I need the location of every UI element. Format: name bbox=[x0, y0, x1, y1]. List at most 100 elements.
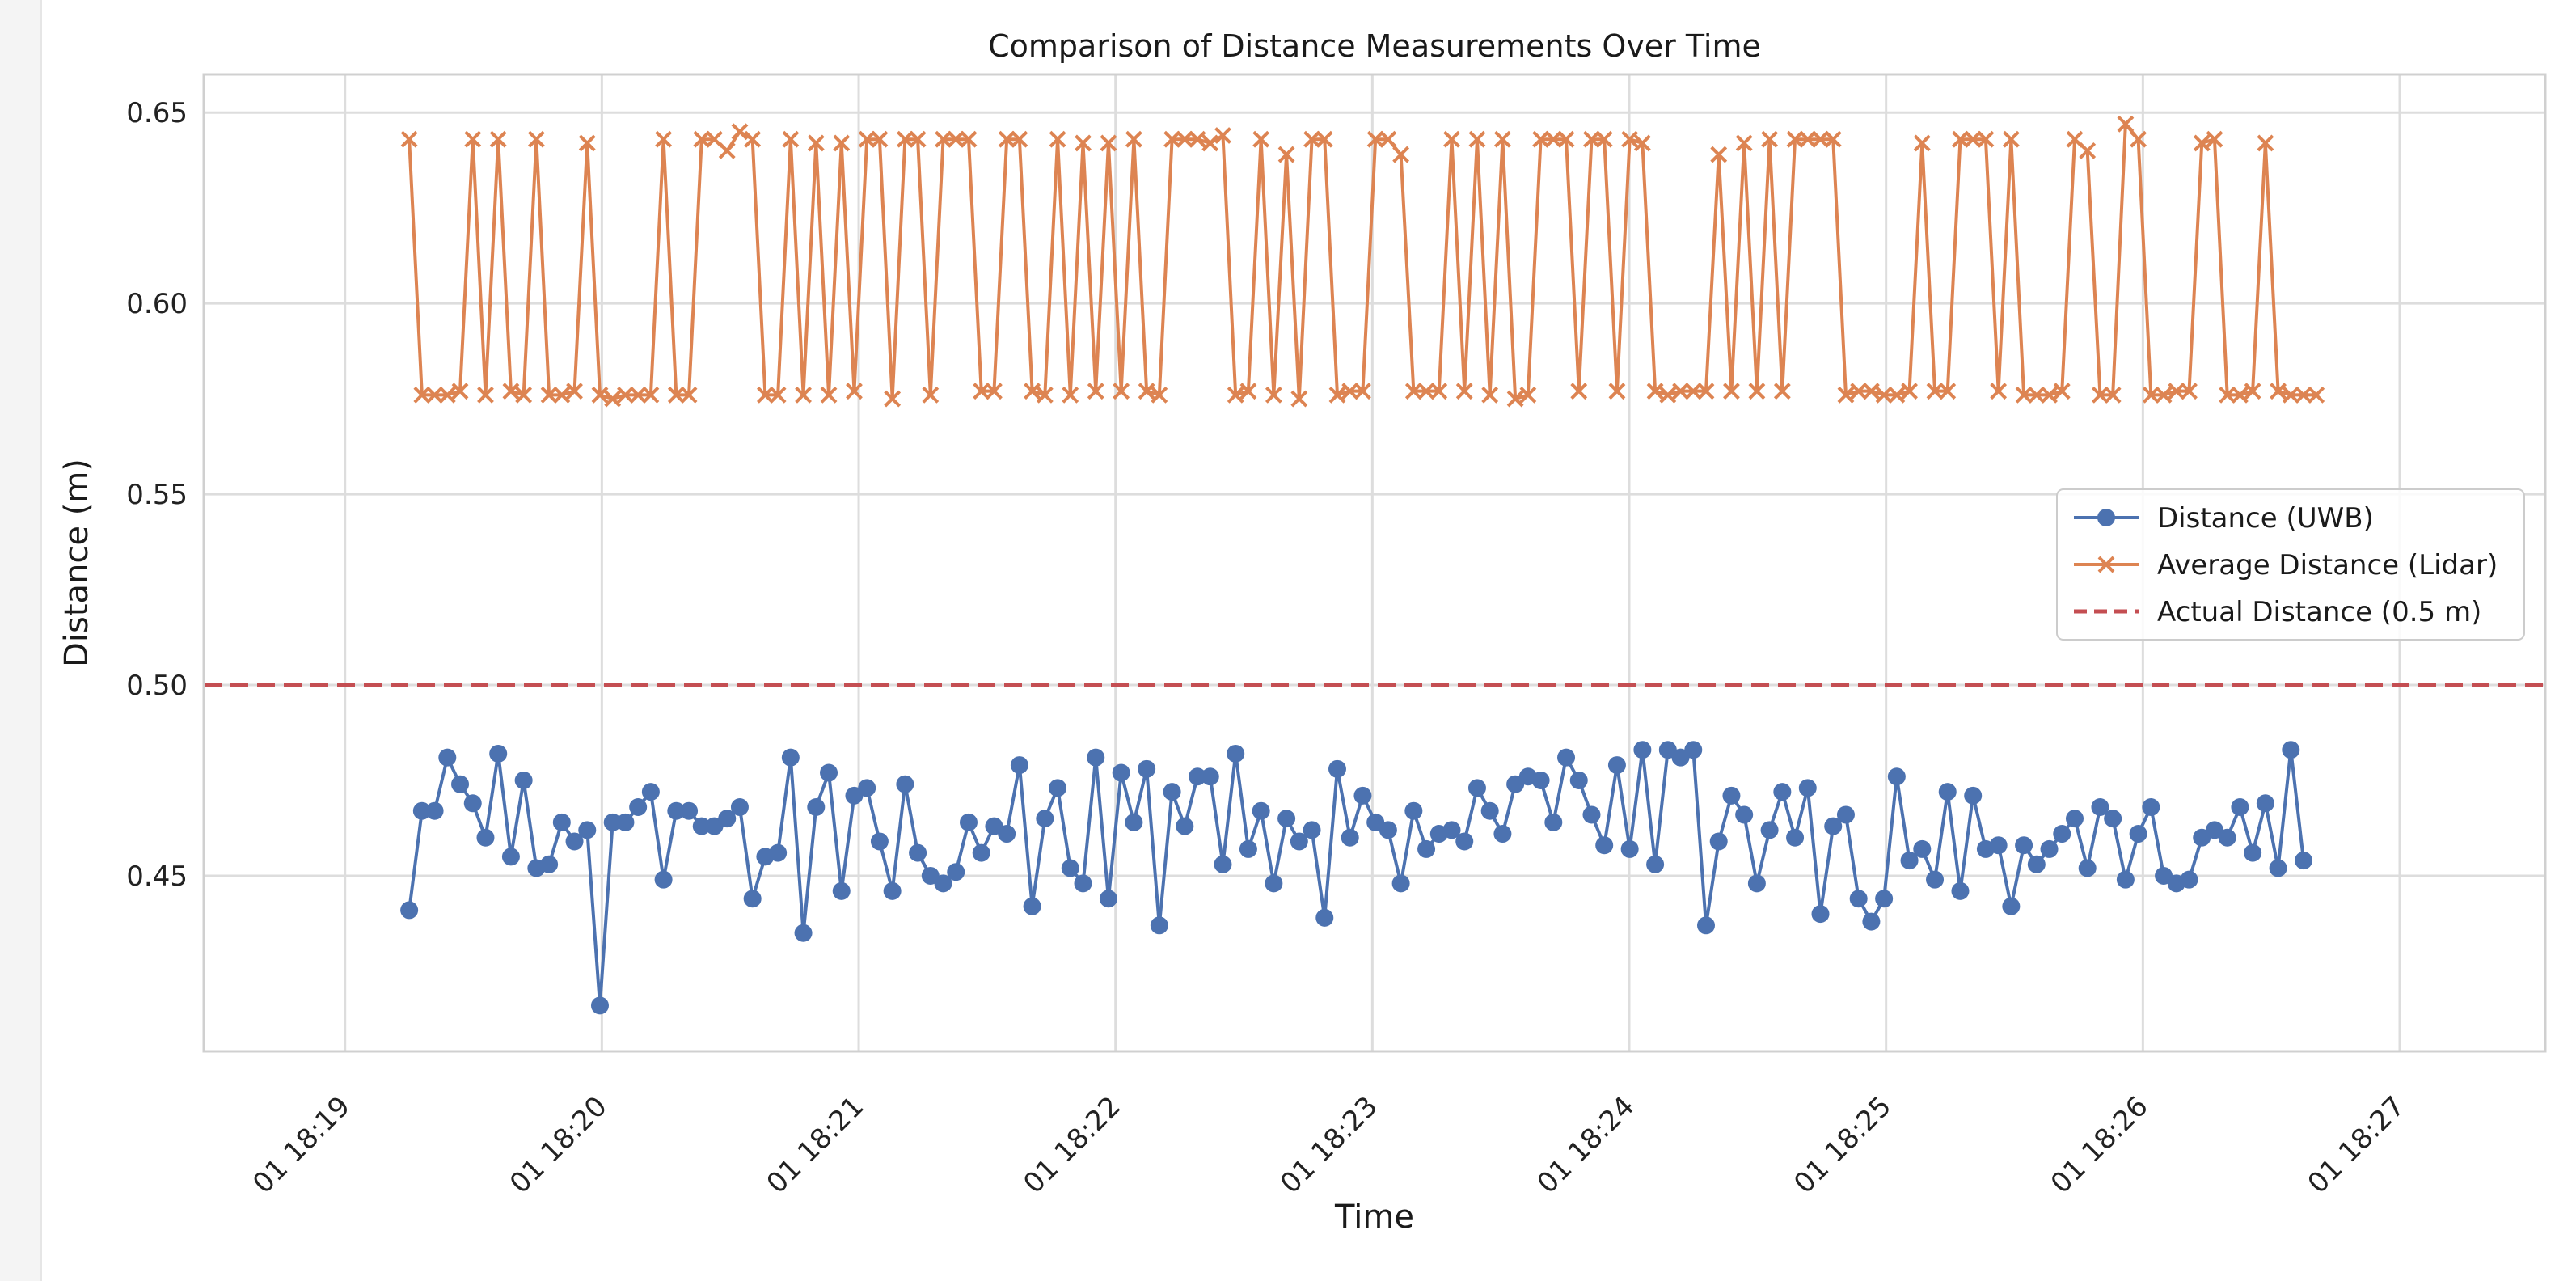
lidar-point bbox=[1735, 134, 1753, 152]
lidar-point bbox=[1151, 386, 1168, 404]
uwb-point bbox=[1112, 763, 1130, 782]
lidar-point bbox=[1049, 130, 1066, 148]
uwb-point bbox=[1569, 771, 1588, 789]
series-uwb bbox=[400, 741, 2313, 1015]
uwb-point bbox=[501, 848, 520, 866]
uwb-point bbox=[1735, 805, 1754, 824]
series-line bbox=[408, 748, 2306, 1008]
uwb-point bbox=[1290, 832, 1308, 851]
uwb-point bbox=[2244, 843, 2262, 862]
lidar-point bbox=[1595, 130, 1613, 148]
lidar-point bbox=[2231, 386, 2249, 404]
lidar-point bbox=[502, 383, 520, 400]
lidar-point bbox=[1328, 386, 1346, 404]
uwb-point bbox=[680, 801, 699, 820]
uwb-point bbox=[2015, 836, 2033, 855]
lidar-point bbox=[1455, 383, 1473, 400]
window-edge-strip bbox=[0, 0, 42, 1281]
uwb-point bbox=[781, 748, 800, 767]
lidar-point bbox=[1926, 383, 1944, 400]
uwb-point bbox=[1964, 786, 1983, 805]
lidar-point bbox=[909, 130, 927, 148]
lidar-point bbox=[960, 130, 978, 148]
uwb-point bbox=[2282, 741, 2300, 759]
uwb-point bbox=[794, 924, 813, 942]
lidar-point bbox=[578, 134, 596, 152]
y-tick-label: 0.60 bbox=[126, 288, 188, 320]
lidar-point bbox=[1100, 134, 1117, 152]
uwb-point bbox=[2295, 852, 2313, 870]
uwb-point bbox=[1176, 817, 1194, 835]
lidar-point bbox=[1062, 386, 1079, 404]
uwb-point bbox=[1633, 741, 1652, 759]
uwb-point bbox=[2256, 794, 2274, 813]
lidar-point bbox=[1189, 130, 1206, 148]
uwb-point bbox=[1887, 767, 1906, 786]
legend-label: Average Distance (Lidar) bbox=[2157, 549, 2498, 581]
uwb-point bbox=[2269, 859, 2287, 877]
x-tick-label: 01 18:19 bbox=[247, 1090, 357, 1200]
x-tick-label: 01 18:26 bbox=[2045, 1090, 2155, 1200]
uwb-point bbox=[692, 817, 711, 835]
lidar-point bbox=[2155, 386, 2173, 404]
uwb-point bbox=[1544, 813, 1563, 831]
lidar-point bbox=[1265, 386, 1282, 404]
lidar-point bbox=[1748, 383, 1766, 400]
lidar-point bbox=[2168, 383, 2185, 400]
lidar-point bbox=[667, 386, 685, 404]
lidar-point bbox=[731, 123, 749, 141]
lidar-point bbox=[413, 386, 431, 404]
uwb-point bbox=[1493, 825, 1512, 843]
lidar-point bbox=[1315, 130, 1333, 148]
lidar-point bbox=[1621, 130, 1639, 148]
legend-marker bbox=[2097, 556, 2115, 573]
lidar-point bbox=[629, 386, 647, 404]
uwb-point bbox=[1353, 786, 1372, 805]
x-tick-label: 01 18:20 bbox=[504, 1090, 614, 1200]
lidar-point bbox=[604, 390, 622, 408]
uwb-point bbox=[654, 870, 673, 889]
lidar-point bbox=[489, 130, 507, 148]
uwb-point bbox=[909, 843, 927, 862]
lidar-point bbox=[527, 130, 545, 148]
uwb-point bbox=[998, 825, 1016, 843]
lidar-point bbox=[1633, 134, 1651, 152]
uwb-point bbox=[1531, 771, 1550, 789]
uwb-point bbox=[1201, 767, 1219, 786]
lidar-point bbox=[1799, 130, 1817, 148]
uwb-point bbox=[451, 775, 470, 793]
lidar-point bbox=[2181, 383, 2198, 400]
lidar-point bbox=[1506, 390, 1524, 408]
y-tick-label: 0.45 bbox=[126, 860, 188, 893]
lidar-point bbox=[1646, 383, 1664, 400]
lidar-point bbox=[515, 386, 533, 404]
lidar-point bbox=[1430, 383, 1448, 400]
x-tick-label: 01 18:22 bbox=[1017, 1090, 1127, 1200]
lidar-point bbox=[1392, 146, 1410, 163]
lidar-point bbox=[782, 130, 800, 148]
uwb-point bbox=[2142, 798, 2160, 816]
uwb-point bbox=[578, 821, 597, 839]
lidar-point bbox=[1723, 383, 1740, 400]
chart-title: Comparison of Distance Measurements Over… bbox=[988, 28, 1761, 64]
lidar-point bbox=[1354, 383, 1371, 400]
uwb-point bbox=[2104, 810, 2122, 828]
lidar-point bbox=[566, 383, 583, 400]
uwb-point bbox=[1760, 821, 1779, 839]
lidar-point bbox=[846, 383, 863, 400]
lidar-point bbox=[1011, 130, 1028, 148]
uwb-point bbox=[463, 794, 482, 813]
legend-entries: Distance (UWB) Average Distance (Lidar) Ac… bbox=[2074, 502, 2498, 628]
uwb-point bbox=[2040, 839, 2059, 858]
lidar-point bbox=[1176, 130, 1193, 148]
uwb-point bbox=[1798, 779, 1817, 797]
lidar-point bbox=[464, 130, 482, 148]
lidar-point bbox=[2193, 134, 2211, 152]
lidar-point bbox=[2206, 130, 2223, 148]
uwb-point bbox=[1074, 874, 1092, 893]
uwb-point bbox=[959, 813, 978, 831]
uwb-point bbox=[425, 801, 444, 820]
uwb-point bbox=[1747, 874, 1766, 893]
uwb-point bbox=[400, 901, 419, 920]
